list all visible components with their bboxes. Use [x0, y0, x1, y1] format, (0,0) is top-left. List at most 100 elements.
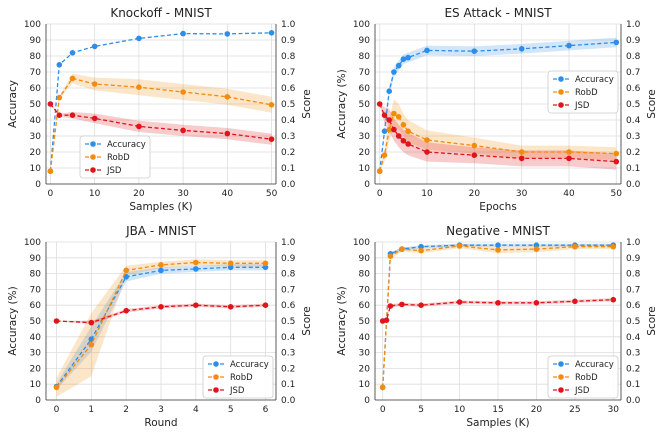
- x-tick-label: 20: [469, 189, 481, 199]
- y-right-tick-label: 0.8: [281, 270, 296, 280]
- x-tick-label: 5: [228, 405, 234, 415]
- data-point-accuracy: [495, 242, 501, 248]
- x-tick-label: 3: [158, 405, 164, 415]
- y-right-tick-label: 0.7: [626, 285, 640, 295]
- y-right-tick-label: 0.2: [626, 148, 640, 158]
- data-point-jsd: [69, 112, 76, 118]
- data-point-jsd: [136, 123, 142, 130]
- data-point-accuracy: [136, 35, 142, 42]
- data-point-robd: [47, 168, 54, 174]
- y-tick-label: 50: [359, 100, 371, 110]
- data-point-accuracy: [180, 30, 186, 37]
- data-point-robd: [471, 142, 478, 149]
- data-point-accuracy: [400, 56, 407, 62]
- data-point-robd: [387, 253, 394, 259]
- data-point-accuracy: [56, 62, 63, 68]
- legend-label: Accuracy: [107, 140, 146, 150]
- y-tick-label: 90: [30, 36, 42, 46]
- y-right-tick-label: 0.4: [626, 116, 641, 126]
- chart-title: ES Attack - MNIST: [444, 6, 552, 20]
- y-tick-label: 40: [30, 116, 42, 126]
- data-point-robd: [391, 110, 397, 117]
- y-right-tick-label: 0.0: [281, 396, 296, 406]
- x-tick-label: 20: [531, 405, 543, 415]
- data-point-accuracy: [224, 31, 231, 37]
- legend-swatch-marker: [213, 361, 219, 367]
- chart-title: Knockoff - MNIST: [110, 6, 212, 20]
- data-point-jsd: [158, 304, 164, 310]
- y-tick-label: 60: [359, 84, 371, 94]
- data-point-robd: [268, 102, 275, 108]
- data-point-robd: [400, 122, 407, 128]
- x-tick-label: 10: [421, 189, 433, 199]
- data-point-jsd: [47, 101, 54, 107]
- legend-label: Accuracy: [230, 360, 269, 370]
- legend-label: RobD: [575, 373, 598, 383]
- legend-swatch-marker: [558, 374, 564, 380]
- legend-box: [547, 70, 619, 114]
- data-point-accuracy: [193, 266, 199, 272]
- x-axis-label: Samples (K): [466, 417, 529, 429]
- chart-title: Negative - MNIST: [446, 224, 550, 238]
- data-point-robd: [158, 262, 164, 268]
- y-right-tick-label: 0.8: [281, 52, 296, 62]
- data-point-accuracy: [262, 264, 269, 271]
- y-tick-label: 60: [30, 84, 42, 94]
- y-tick-label: 0: [364, 180, 370, 190]
- x-tick-label: 25: [569, 405, 580, 415]
- y-tick-label: 70: [30, 68, 42, 78]
- y-tick-label: 50: [30, 100, 42, 110]
- legend-swatch-marker: [213, 387, 219, 393]
- y-right-tick-label: 0.9: [626, 36, 641, 46]
- legend-swatch-marker: [558, 89, 564, 95]
- data-point-robd: [518, 149, 525, 155]
- y-right-tick-label: 0.7: [281, 285, 295, 295]
- x-axis-label: Samples (K): [129, 201, 192, 213]
- series-band-robd: [56, 259, 266, 397]
- data-point-accuracy: [158, 267, 164, 274]
- data-point-jsd: [123, 307, 129, 314]
- y-tick-label: 10: [30, 164, 42, 174]
- y-axis-label-right: Score: [646, 306, 658, 335]
- data-point-robd: [224, 94, 231, 100]
- x-tick-label: 5: [418, 405, 424, 415]
- data-point-robd: [56, 94, 63, 101]
- y-tick-label: 60: [30, 301, 42, 311]
- data-point-robd: [91, 81, 98, 87]
- data-point-accuracy: [91, 43, 98, 50]
- y-right-tick-label: 0.6: [626, 301, 641, 311]
- y-tick-label: 40: [359, 116, 371, 126]
- data-point-accuracy: [518, 46, 525, 52]
- data-point-jsd: [224, 130, 231, 137]
- y-axis-label: Accuracy (%): [7, 286, 19, 355]
- y-axis-label: Accuracy (%): [336, 69, 348, 138]
- data-point-robd: [381, 152, 388, 158]
- legend: Accuracy RobD JSD: [79, 135, 151, 179]
- y-right-tick-label: 0.4: [281, 116, 296, 126]
- y-tick-label: 90: [359, 36, 371, 46]
- data-point-jsd: [193, 302, 199, 309]
- x-tick-label: 0: [377, 189, 383, 199]
- y-tick-label: 0: [35, 180, 41, 190]
- y-right-tick-label: 0.6: [626, 84, 641, 94]
- y-right-tick-label: 1.0: [626, 238, 641, 248]
- data-point-robd: [456, 243, 463, 249]
- data-point-jsd: [376, 101, 383, 107]
- data-point-jsd: [56, 112, 63, 118]
- data-point-jsd: [395, 133, 402, 139]
- y-right-tick-label: 0.3: [626, 132, 640, 142]
- chart-panel-1: 01020304050607080901000.00.10.20.30.40.5…: [7, 6, 313, 213]
- y-tick-label: 70: [359, 285, 371, 295]
- data-point-robd: [379, 384, 386, 391]
- y-tick-label: 80: [30, 270, 42, 280]
- y-right-tick-label: 0.9: [281, 36, 296, 46]
- data-point-accuracy: [405, 54, 411, 61]
- data-point-robd: [610, 243, 617, 250]
- y-right-tick-label: 0.2: [281, 148, 295, 158]
- y-tick-label: 30: [359, 132, 371, 142]
- data-point-accuracy: [391, 69, 397, 75]
- y-tick-label: 50: [30, 317, 42, 327]
- legend: Accuracy RobD JSD: [202, 355, 274, 399]
- y-right-tick-label: 0.9: [281, 254, 296, 264]
